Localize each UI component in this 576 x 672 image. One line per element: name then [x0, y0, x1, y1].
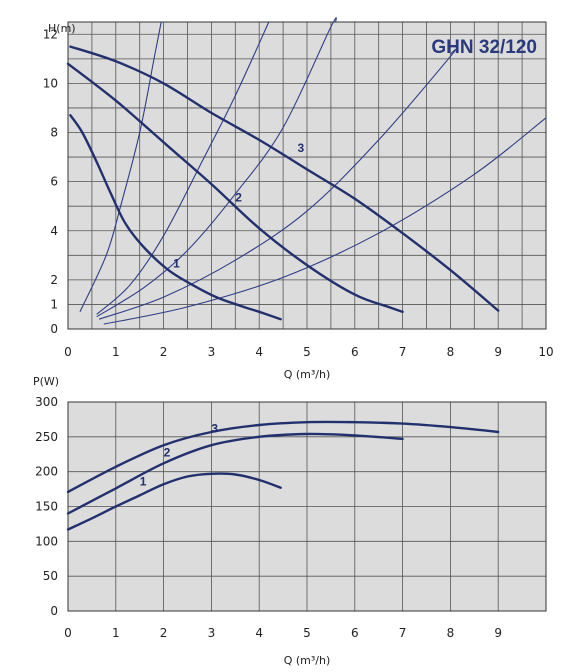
- power-x-tick-label: 3: [208, 626, 216, 640]
- power-x-tick-label: 4: [255, 626, 263, 640]
- power-x-tick-label: 9: [494, 626, 502, 640]
- power-x-tick-label: 0: [64, 626, 72, 640]
- power-curve-label-1: 1: [140, 475, 147, 489]
- power-x-tick-label: 1: [112, 626, 120, 640]
- power-x-tick-label: 7: [399, 626, 407, 640]
- head-plot-border: [67, 21, 547, 330]
- power-curve-1: [66, 472, 282, 531]
- power-plot-border: [67, 401, 547, 612]
- power-y-tick-labels: 0 50 100 150 200 250 300: [35, 395, 58, 618]
- head-y-tick-label: 6: [50, 175, 58, 189]
- head-system-curves: [79, 17, 547, 325]
- head-grid: [67, 21, 547, 330]
- head-y-tick-label: 4: [50, 224, 58, 238]
- system-curve: [96, 21, 270, 315]
- power-curve-label-2: 2: [164, 445, 171, 459]
- head-curve-labels: 1 2 3: [173, 141, 304, 270]
- head-curve-1: [69, 114, 282, 321]
- power-curve-labels: 1 2 3: [140, 422, 219, 489]
- head-x-tick-label: 5: [303, 345, 311, 359]
- head-x-tick-label: 0: [64, 345, 72, 359]
- head-curve-label-3: 3: [297, 141, 304, 155]
- head-y-tick-label: 12: [43, 27, 58, 41]
- head-pump-curves: [66, 45, 500, 321]
- power-y-tick-label: 150: [35, 500, 58, 514]
- power-y-axis-label: P(W): [33, 375, 59, 388]
- head-chart-title: GHN 32/120: [431, 37, 537, 58]
- head-y-tick-label: 1: [50, 297, 58, 311]
- power-curve-label-3: 3: [211, 422, 218, 436]
- head-x-axis-label: Q (m³/h): [284, 368, 331, 381]
- power-y-tick-label: 300: [35, 395, 58, 409]
- head-y-axis-label: H(m): [48, 22, 76, 35]
- system-curve: [98, 48, 457, 320]
- power-x-tick-labels: 0 1 2 3 4 5 6 7 8 9: [64, 626, 502, 640]
- system-curve: [103, 117, 547, 325]
- head-x-tick-label: 3: [208, 345, 216, 359]
- power-x-tick-label: 8: [447, 626, 455, 640]
- head-x-tick-labels: 0 1 2 3 4 5 6 7 8 9 10: [64, 345, 553, 359]
- head-y-tick-label: 8: [50, 126, 58, 140]
- power-y-tick-label: 0: [50, 604, 58, 618]
- power-x-tick-label: 6: [351, 626, 359, 640]
- head-y-tick-label: 10: [43, 76, 58, 90]
- power-curve-2: [66, 432, 404, 515]
- head-x-tick-label: 9: [494, 345, 502, 359]
- head-y-tick-label: 2: [50, 273, 58, 287]
- power-y-tick-label: 250: [35, 430, 58, 444]
- system-curve: [96, 17, 337, 318]
- head-x-tick-label: 6: [351, 345, 359, 359]
- head-x-tick-label: 1: [112, 345, 120, 359]
- head-curve-label-2: 2: [235, 190, 242, 204]
- head-x-tick-label: 4: [255, 345, 263, 359]
- head-curve-3: [69, 45, 500, 312]
- power-y-tick-label: 50: [43, 569, 58, 583]
- power-y-tick-label: 200: [35, 465, 58, 479]
- head-x-tick-label: 7: [399, 345, 407, 359]
- power-y-tick-label: 100: [35, 534, 58, 548]
- power-x-tick-label: 5: [303, 626, 311, 640]
- power-curve-3: [66, 420, 500, 494]
- head-curve-2: [66, 62, 404, 313]
- power-curves: [66, 420, 500, 531]
- power-x-axis-label: Q (m³/h): [284, 654, 331, 667]
- head-y-tick-label: 0: [50, 322, 58, 336]
- system-curve: [79, 21, 162, 313]
- power-x-tick-label: 2: [160, 626, 168, 640]
- head-curve-label-1: 1: [173, 257, 180, 271]
- power-chart: 0 1 2 3 4 5 6 7 8 9 0 50 100 150 200 250 300 1 2 3 P(W) Q…: [33, 375, 547, 667]
- head-x-tick-label: 8: [447, 345, 455, 359]
- head-x-tick-label: 2: [160, 345, 168, 359]
- head-x-tick-label: 10: [538, 345, 553, 359]
